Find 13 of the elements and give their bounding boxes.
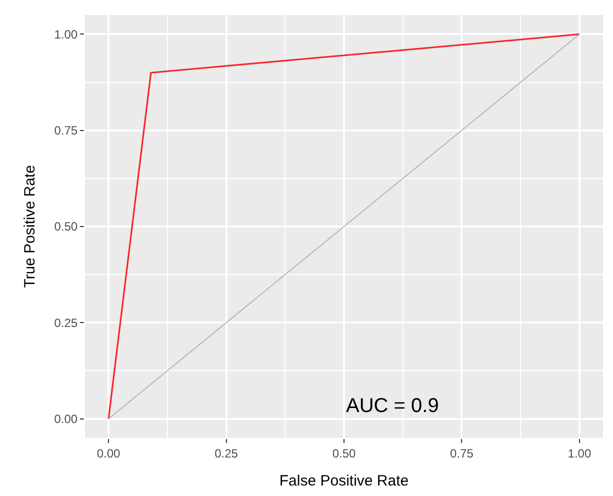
- y-tick-label: 0.25: [54, 316, 78, 330]
- annotation: AUC = 0.9: [346, 395, 439, 417]
- y-tick-label: 1.00: [54, 27, 78, 42]
- y-tick-label: 0.50: [54, 220, 78, 234]
- y-tick-label: 0.75: [54, 124, 78, 138]
- x-tick-label: 0.75: [450, 446, 474, 460]
- x-tick-label: 0.50: [332, 446, 356, 460]
- y-tick-label: 0.00: [54, 412, 78, 426]
- x-axis-title: False Positive Rate: [279, 472, 409, 490]
- x-tick-label: 1.00: [568, 446, 592, 460]
- y-axis-title: True Positive Rate: [21, 165, 38, 288]
- x-tick-label: 0.00: [96, 446, 121, 460]
- x-tick-label: 0.25: [214, 446, 238, 460]
